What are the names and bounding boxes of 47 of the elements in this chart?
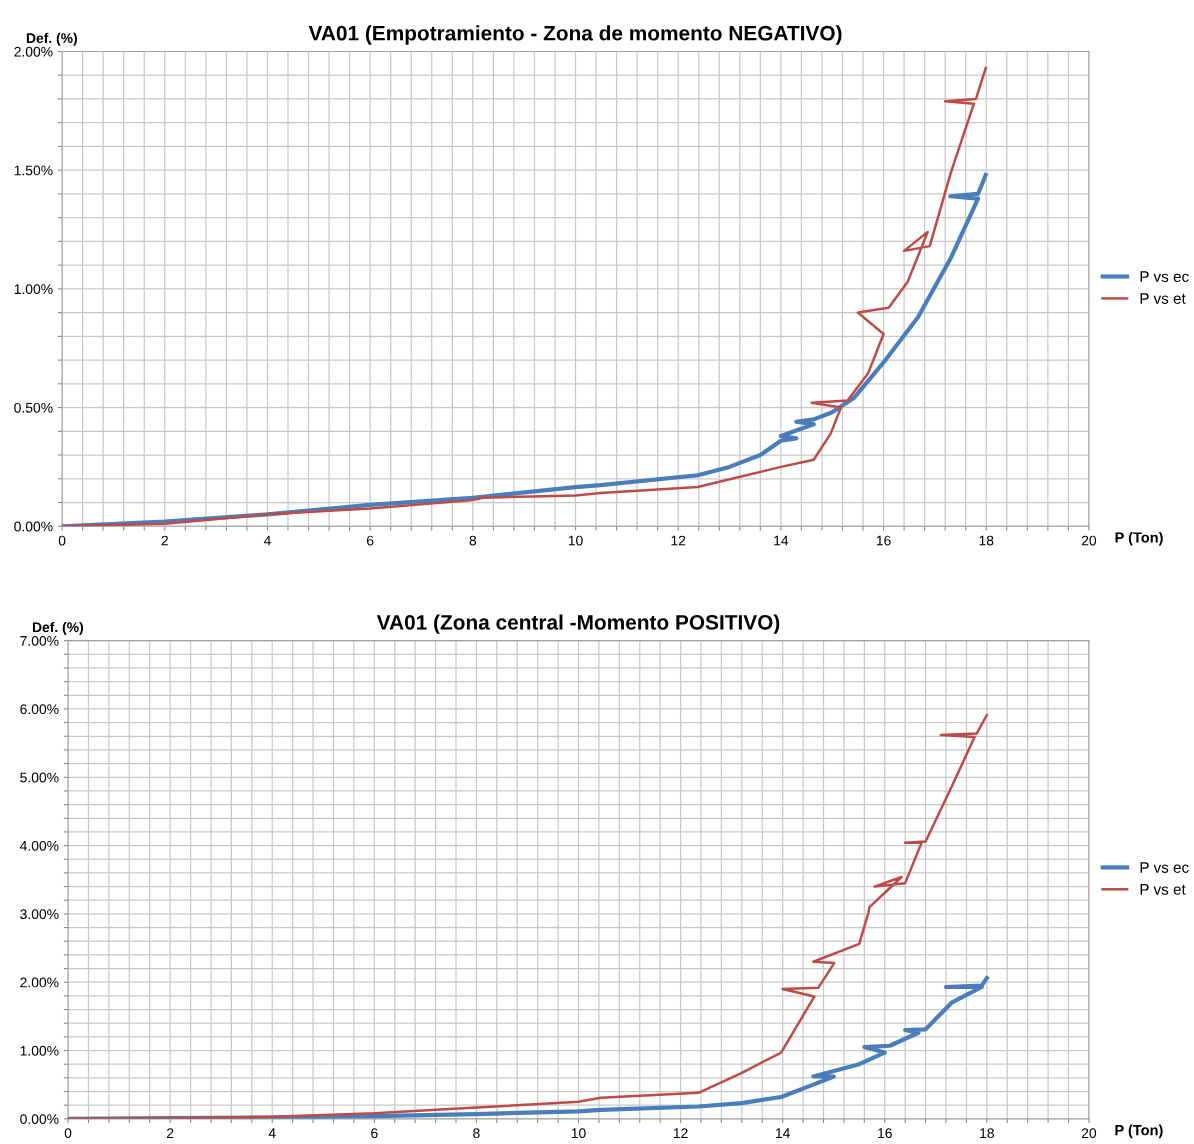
y-axis-title: Def. (%) [26,32,77,46]
x-tick-label: 2 [161,535,168,546]
y-tick-label: 0.00% [20,1114,59,1124]
x-tick-label: 10 [571,1128,586,1139]
y-tick-label: 5.00% [20,772,59,783]
legend-label: P vs et [1140,293,1186,304]
x-tick-label: 0 [58,535,66,546]
x-tick-label: 10 [568,535,583,546]
x-tick-label: 14 [774,535,789,546]
legend-label: P vs ec [1140,862,1189,873]
y-tick-label: 3.00% [20,909,59,920]
x-axis-title: P (Ton) [1115,1124,1163,1139]
x-tick-label: 12 [671,535,686,546]
x-tick-label: 2 [166,1128,174,1138]
x-tick-label: 20 [1081,535,1097,546]
x-tick-label: 0 [64,1128,72,1139]
chart-title: VA01 (Empotramiento - Zona de momento NEGATIVO) [308,25,842,45]
x-tick-label: 14 [776,1128,790,1138]
x-tick-label: 18 [979,535,994,546]
x-tick-label: 6 [366,535,374,546]
x-tick-label: 18 [980,1128,994,1139]
y-tick-label: 0.00% [14,521,53,532]
x-tick-label: 8 [473,1128,480,1139]
y-axis-title: Def. (%) [32,621,84,635]
x-tick-label: 8 [469,535,477,546]
x-tick-label: 16 [876,535,891,546]
chart-title: VA01 (Zona central -Momento POSITIVO) [376,614,780,634]
legend-label: P vs et [1140,884,1186,895]
line-series [62,66,987,527]
y-tick-label: 1.00% [14,284,53,295]
x-tick-label: 20 [1081,1128,1097,1139]
y-tick-label: 1.50% [14,165,53,176]
x-tick-label: 4 [268,1128,276,1138]
x-tick-label: 4 [263,535,271,546]
x-tick-label: 16 [878,1128,892,1139]
x-tick-label: 6 [371,1128,378,1139]
x-tick-label: 12 [673,1128,688,1138]
y-tick-label: 0.50% [14,402,53,413]
y-tick-label: 7.00% [20,635,59,646]
y-tick-label: 1.00% [20,1045,59,1056]
y-tick-label: 2.00% [20,977,59,988]
legend-label: P vs ec [1140,271,1189,283]
x-axis-title: P (Ton) [1115,531,1163,546]
y-tick-label: 6.00% [20,704,59,715]
line-series [68,976,989,1119]
y-tick-label: 2.00% [14,46,53,57]
y-tick-label: 4.00% [19,840,59,851]
